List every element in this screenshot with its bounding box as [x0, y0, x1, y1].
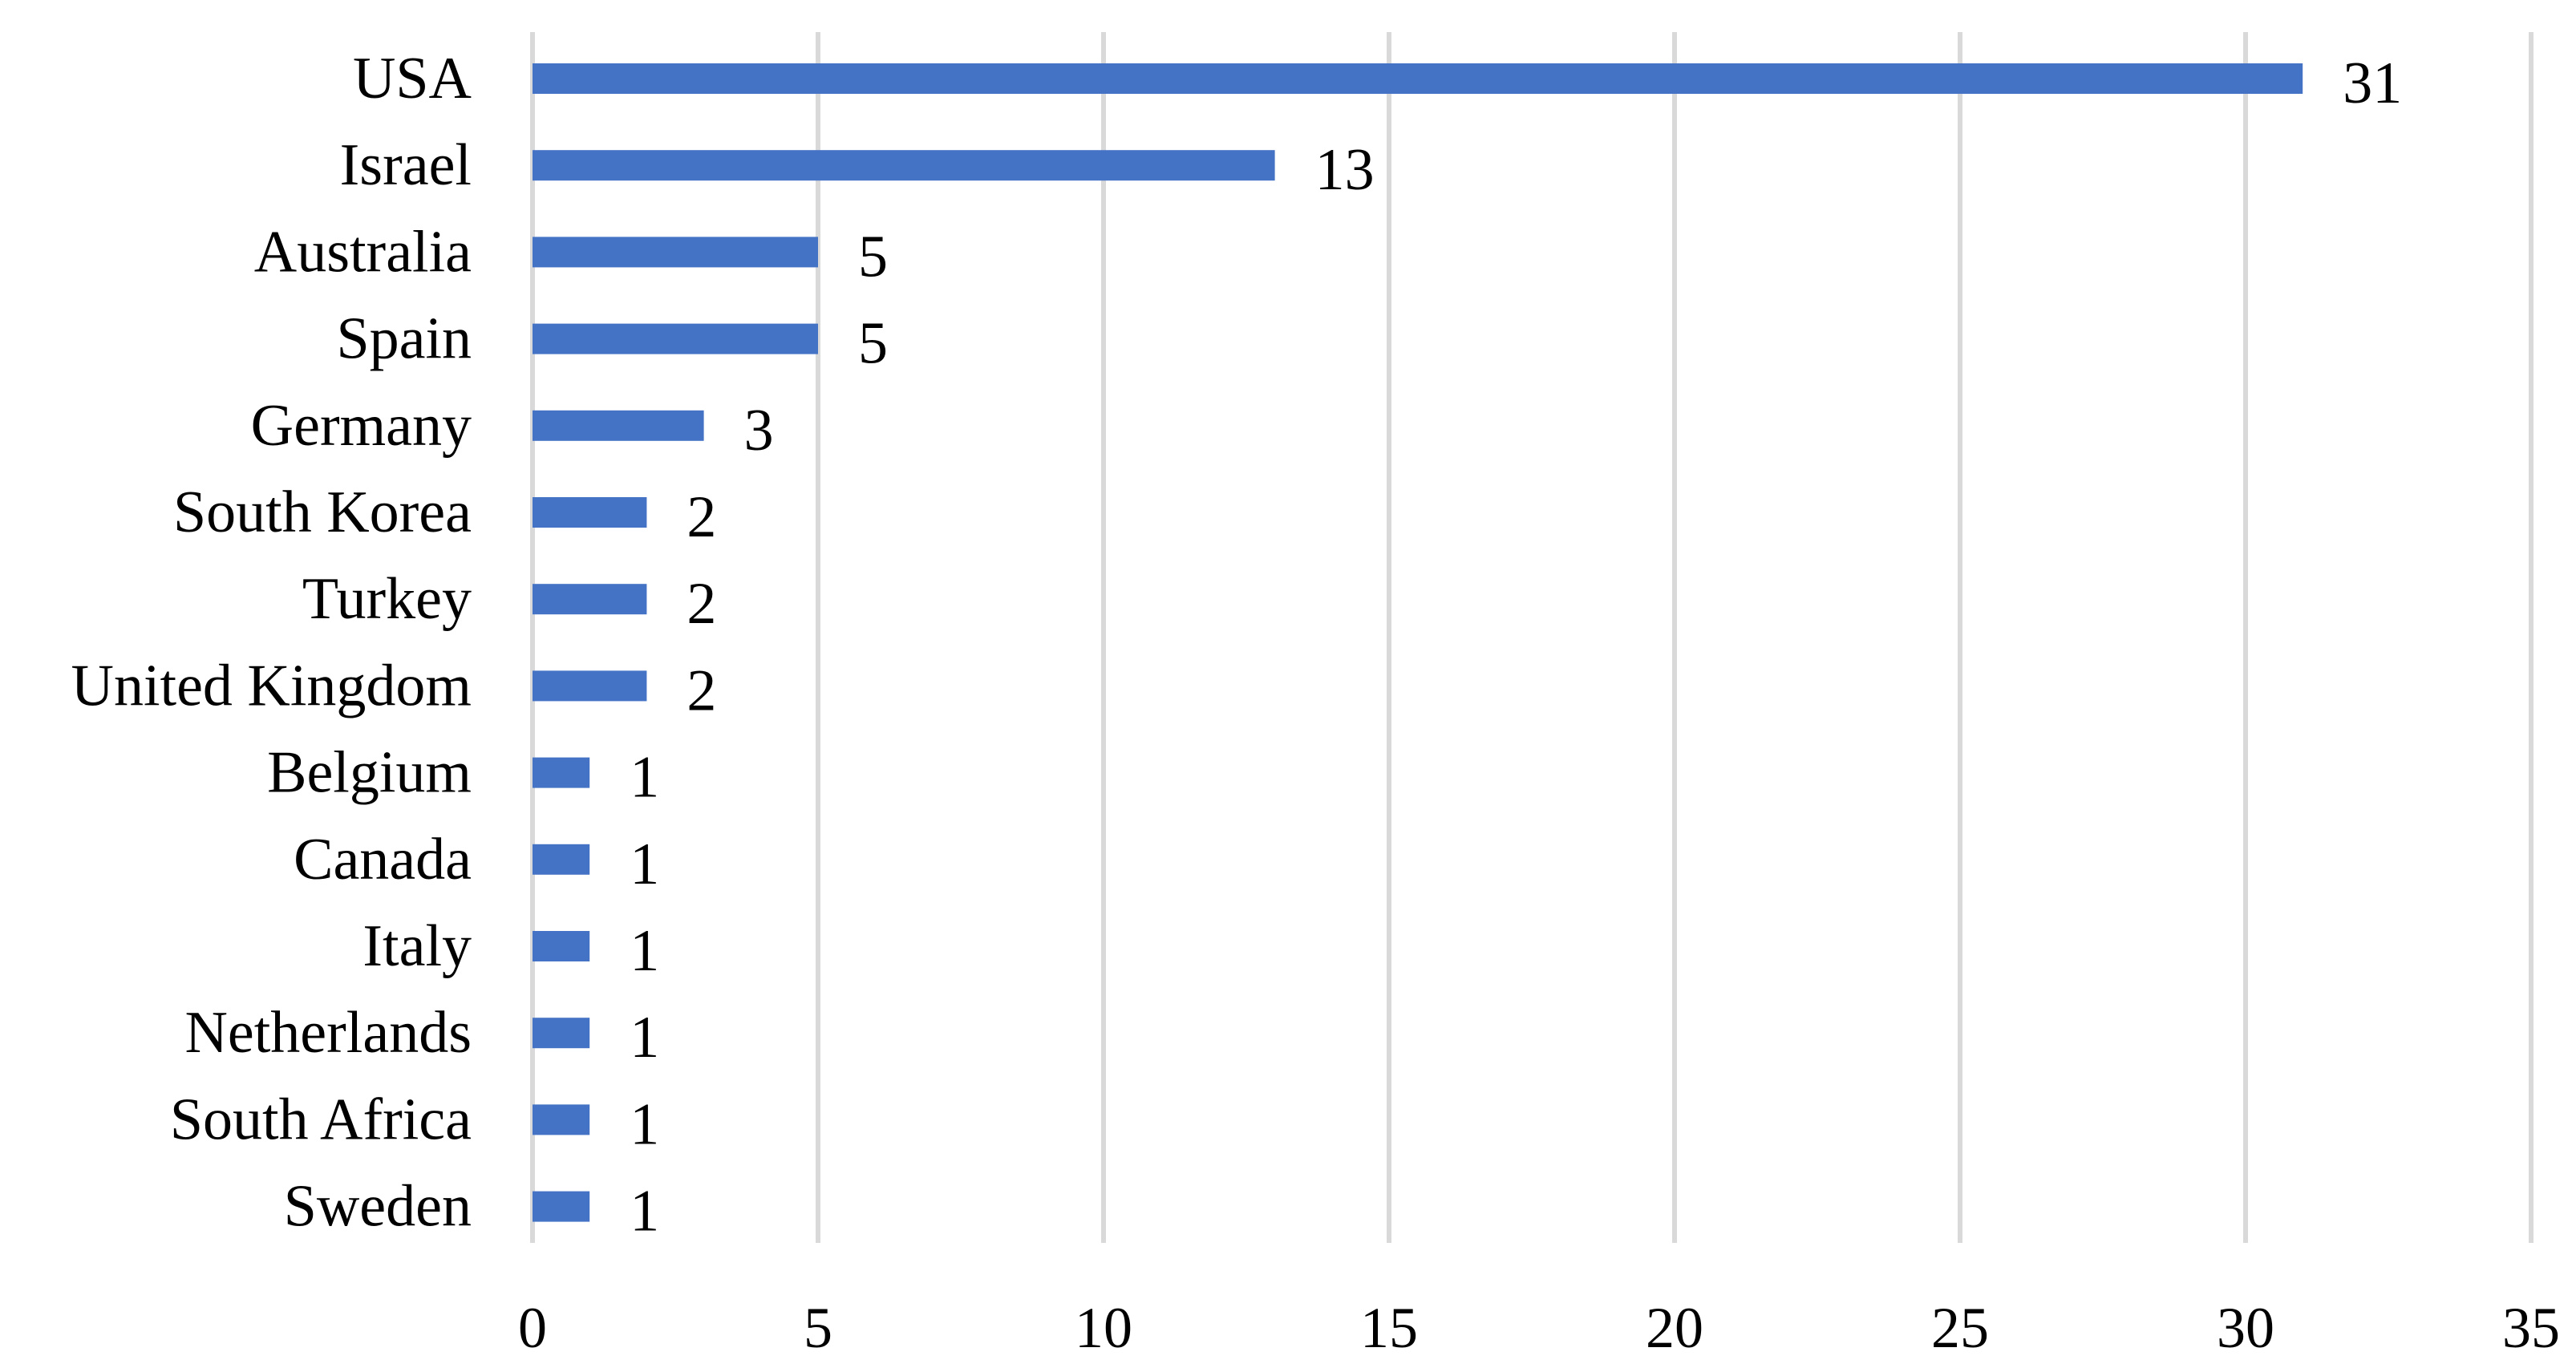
bars	[533, 63, 2303, 1222]
x-tick-label: 10	[1075, 1296, 1132, 1360]
data-label: 13	[1315, 137, 1375, 203]
x-tick-label: 25	[1931, 1296, 1989, 1360]
category-labels: USA Israel Australia Spain Germany South Kore…	[71, 46, 472, 1240]
bar	[533, 844, 590, 875]
category-label: South Korea	[173, 480, 472, 545]
x-tick-label: 20	[1646, 1296, 1703, 1360]
x-tick-label: 35	[2502, 1296, 2560, 1360]
bar	[533, 150, 1275, 181]
data-label: 5	[858, 311, 888, 377]
category-label: Turkey	[302, 566, 472, 632]
data-label: 5	[858, 224, 888, 289]
category-label: Belgium	[267, 740, 472, 806]
data-label: 3	[744, 398, 774, 463]
data-label: 1	[630, 918, 659, 984]
x-tick-label: 0	[518, 1296, 547, 1360]
category-label: Germany	[251, 393, 472, 459]
bar	[533, 584, 647, 615]
data-label: 1	[630, 832, 659, 897]
category-label: Sweden	[284, 1174, 472, 1240]
data-label: 1	[630, 1179, 659, 1245]
bar	[533, 757, 590, 788]
bar	[533, 1191, 590, 1222]
category-label: Israel	[340, 132, 472, 198]
grid-lines	[530, 32, 2533, 1243]
category-label: Italy	[363, 913, 472, 979]
bar	[533, 1104, 590, 1135]
bar	[533, 323, 818, 354]
bar	[533, 410, 704, 441]
x-tick-label: 15	[1360, 1296, 1418, 1360]
bar	[533, 237, 818, 268]
bar	[533, 497, 647, 528]
category-label: United Kingdom	[71, 653, 472, 718]
x-tick-label: 30	[2217, 1296, 2274, 1360]
bar	[533, 1018, 590, 1049]
category-label: Spain	[336, 306, 472, 372]
category-label: Australia	[254, 219, 472, 285]
data-label: 2	[687, 658, 716, 723]
bar	[533, 931, 590, 961]
category-label: USA	[353, 46, 472, 111]
bar	[533, 670, 647, 702]
bar	[533, 63, 2303, 94]
data-label: 2	[687, 484, 716, 550]
x-tick-label: 5	[804, 1296, 832, 1360]
data-label: 1	[630, 1005, 659, 1070]
category-label: South Africa	[170, 1087, 472, 1152]
data-label: 1	[630, 1091, 659, 1157]
data-label: 31	[2343, 51, 2402, 116]
category-label: Netherlands	[184, 1000, 472, 1066]
x-axis-tick-labels: 0 5 10 15 20 25 30 35	[518, 1296, 2560, 1360]
data-label: 2	[687, 571, 716, 637]
category-label: Canada	[294, 827, 472, 892]
data-label: 1	[630, 745, 659, 811]
